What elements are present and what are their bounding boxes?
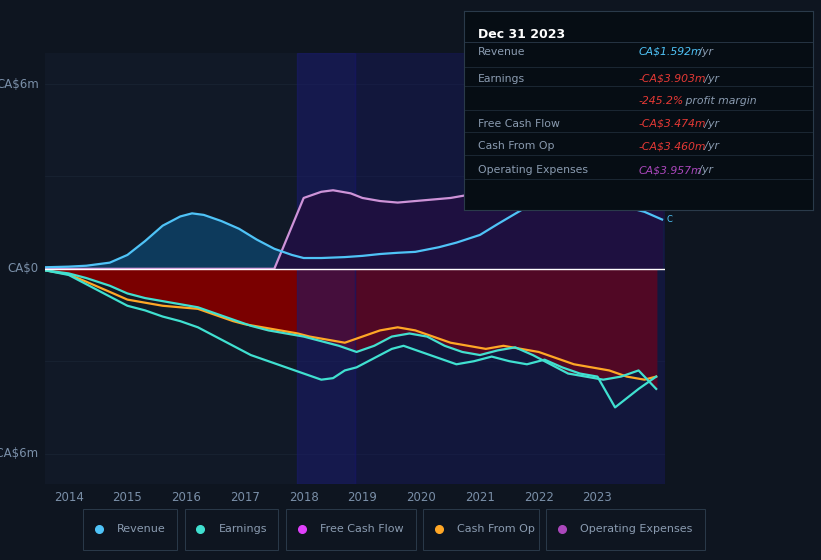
Text: Earnings: Earnings xyxy=(218,524,267,534)
Text: Revenue: Revenue xyxy=(117,524,166,534)
Text: Dec 31 2023: Dec 31 2023 xyxy=(478,28,565,41)
Text: CA$6m: CA$6m xyxy=(0,77,39,91)
Text: /yr: /yr xyxy=(701,119,719,129)
Text: profit margin: profit margin xyxy=(682,96,757,106)
Text: Free Cash Flow: Free Cash Flow xyxy=(478,119,560,129)
Text: Operating Expenses: Operating Expenses xyxy=(580,524,692,534)
Text: Cash From Op: Cash From Op xyxy=(478,142,554,151)
Text: Operating Expenses: Operating Expenses xyxy=(478,165,588,175)
Text: -CA$3.460m: -CA$3.460m xyxy=(639,142,706,151)
Bar xyxy=(355,53,665,484)
Bar xyxy=(296,53,355,484)
Text: /yr: /yr xyxy=(695,47,713,57)
Text: C: C xyxy=(667,141,672,150)
Text: Revenue: Revenue xyxy=(478,47,525,57)
Text: -CA$3.903m: -CA$3.903m xyxy=(639,74,706,84)
Text: -245.2%: -245.2% xyxy=(639,96,684,106)
Text: Free Cash Flow: Free Cash Flow xyxy=(319,524,403,534)
Text: /yr: /yr xyxy=(695,165,713,175)
Text: C: C xyxy=(667,215,672,224)
Text: CA$0: CA$0 xyxy=(8,262,39,276)
Text: /yr: /yr xyxy=(701,74,719,84)
Text: /yr: /yr xyxy=(701,142,719,151)
Text: -CA$6m: -CA$6m xyxy=(0,447,39,460)
Text: -CA$3.474m: -CA$3.474m xyxy=(639,119,706,129)
Text: CA$3.957m: CA$3.957m xyxy=(639,165,702,175)
Text: Cash From Op: Cash From Op xyxy=(457,524,534,534)
Text: CA$1.592m: CA$1.592m xyxy=(639,47,702,57)
Text: Earnings: Earnings xyxy=(478,74,525,84)
